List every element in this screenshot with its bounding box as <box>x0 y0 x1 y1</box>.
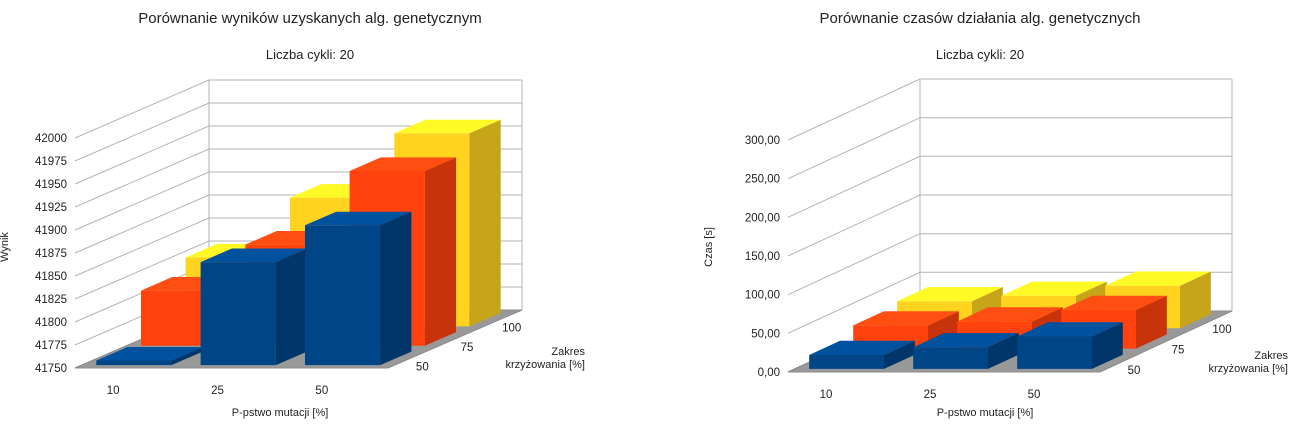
x-tick-label: 50 <box>1028 389 1041 401</box>
z-tick-label: 75 <box>461 342 474 354</box>
bar-top <box>897 287 1003 302</box>
z-axis-title-line: krzyżowania [%] <box>1209 363 1288 375</box>
bar-top <box>305 211 412 226</box>
bar-top <box>1001 281 1107 296</box>
bar-front <box>200 262 276 366</box>
y-tick-label: 0,00 <box>758 367 780 379</box>
bar <box>809 340 915 369</box>
bar-side <box>988 333 1019 369</box>
chart-title: Porównanie wyników uzyskanych alg. genet… <box>138 10 482 27</box>
bar-front <box>96 360 172 366</box>
bar-side <box>380 211 412 366</box>
x-tick-label: 50 <box>315 385 328 397</box>
bar-top <box>957 307 1063 322</box>
chart-subtitle: Liczba cykli: 20 <box>265 47 355 62</box>
y-axis-title: Wynik <box>0 232 11 262</box>
bar-side <box>275 248 307 366</box>
x-axis-title: P-pstwo mutacji [%] <box>232 407 329 419</box>
y-tick-label: 41850 <box>35 271 67 283</box>
plot-area: 0,00 50,00 100,00 150,00 200,00 250,00 300,00 1… <box>703 78 1289 419</box>
y-tick-label: 50,00 <box>751 328 780 340</box>
y-tick-label: 41875 <box>35 248 67 260</box>
chart-results: Porównanie wyników uzyskanych alg. genet… <box>0 0 650 431</box>
bar <box>913 333 1019 369</box>
y-tick-label: 41825 <box>35 294 67 306</box>
bar-top <box>394 119 501 134</box>
bar-side <box>1180 271 1211 329</box>
chart-times: Porównanie czasów działania alg. genetyc… <box>650 0 1301 431</box>
bar-front <box>305 225 381 366</box>
plot-area: 41750 41775 41800 41825 41850 41875 41900 41925… <box>0 79 586 419</box>
z-tick-label: 75 <box>1172 345 1185 357</box>
y-axis-title: Czas [s] <box>703 227 715 267</box>
bar-front <box>141 290 217 346</box>
bar-side <box>884 340 915 369</box>
y-tick-label: 250,00 <box>745 174 780 186</box>
y-tick-label: 41975 <box>35 156 67 168</box>
bar-front <box>913 347 988 369</box>
y-tick-label: 42000 <box>35 133 67 145</box>
y-tick-label: 41750 <box>35 363 67 375</box>
z-tick-label: 50 <box>1128 365 1141 377</box>
bar-top <box>1061 295 1167 310</box>
x-tick-label: 10 <box>107 385 120 397</box>
x-tick-label: 25 <box>211 385 224 397</box>
chart-subtitle: Liczba cykli: 20 <box>935 47 1025 62</box>
z-axis-title-line: krzyżowania [%] <box>506 359 585 371</box>
bar-top <box>1017 322 1123 337</box>
bar-top <box>809 340 915 355</box>
x-tick-label: 10 <box>820 389 833 401</box>
y-tick-label: 41800 <box>35 317 67 329</box>
y-tick-label: 200,00 <box>745 212 780 224</box>
y-tick-label: 41950 <box>35 179 67 191</box>
bar-side <box>424 157 456 346</box>
x-axis-title: P-pstwo mutacji [%] <box>937 407 1034 419</box>
bar-front <box>1017 336 1092 369</box>
z-axis-title-line: Zakres <box>1254 350 1288 362</box>
y-tick-label: 300,00 <box>745 135 780 147</box>
z-tick-label: 100 <box>502 323 521 335</box>
bar <box>96 347 203 366</box>
z-axis-title: Zakres krzyżowania [%] <box>1209 350 1289 375</box>
y-tick-label: 41925 <box>35 202 67 214</box>
y-tick-label: 100,00 <box>745 290 780 302</box>
y-tick-label: 150,00 <box>745 251 780 263</box>
bar-top <box>913 333 1019 348</box>
chart-title: Porównanie czasów działania alg. genetyc… <box>819 10 1141 27</box>
bar-top <box>96 347 203 361</box>
bar-front <box>809 355 884 369</box>
bar-top <box>349 157 456 171</box>
y-tick-label: 41900 <box>35 225 67 237</box>
z-axis-title: Zakres krzyżowania [%] <box>506 346 586 371</box>
bar-side <box>171 347 203 366</box>
bar-side <box>1092 322 1123 369</box>
y-tick-label: 41775 <box>35 340 67 352</box>
bar-top <box>1105 271 1211 286</box>
bar <box>305 211 412 366</box>
bar-side <box>469 119 501 327</box>
bar-side <box>1136 295 1167 349</box>
z-tick-label: 50 <box>416 361 429 373</box>
bar <box>1017 322 1123 369</box>
bar-top <box>853 311 959 326</box>
bar <box>200 248 307 366</box>
z-tick-label: 100 <box>1212 324 1231 336</box>
bar-top <box>200 248 307 263</box>
x-tick-label: 25 <box>924 389 937 401</box>
z-axis-title-line: Zakres <box>551 346 585 358</box>
